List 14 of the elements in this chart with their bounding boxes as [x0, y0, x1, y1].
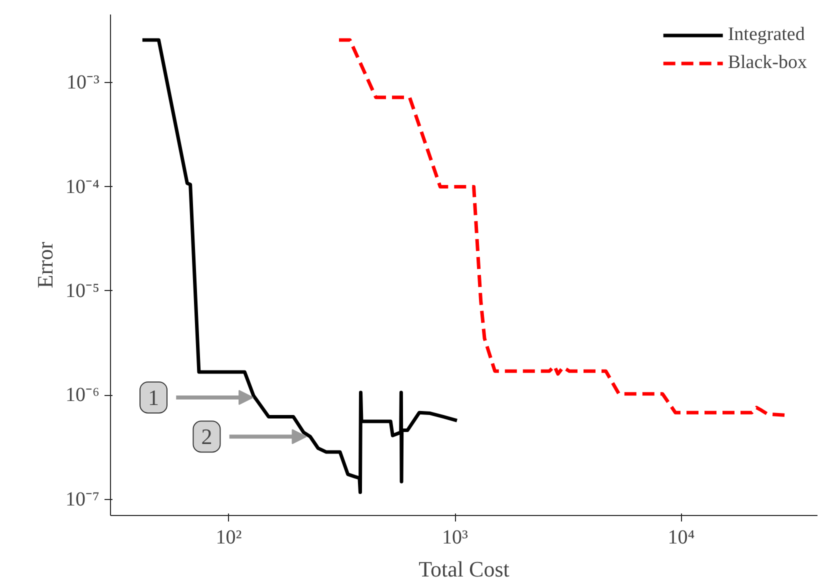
y-tick-label: 10⁻⁶: [66, 384, 100, 406]
x-tick-label: 10²: [216, 526, 242, 548]
x-tick-label: 10³: [442, 526, 468, 548]
annotation: 2: [201, 424, 212, 450]
legend-label: Integrated: [728, 24, 805, 46]
y-tick-label: 10⁻⁷: [66, 488, 100, 510]
y-tick-label: 10⁻⁵: [66, 280, 100, 302]
y-tick-label: 10⁻⁴: [66, 176, 100, 198]
annotation: 1: [148, 384, 160, 410]
y-tick-label: 10⁻³: [66, 72, 100, 94]
y-axis-title: Error: [32, 241, 58, 288]
legend-label: Black-box: [728, 52, 807, 74]
x-tick-label: 10⁴: [668, 526, 695, 548]
x-axis-title: Total Cost: [418, 556, 510, 582]
